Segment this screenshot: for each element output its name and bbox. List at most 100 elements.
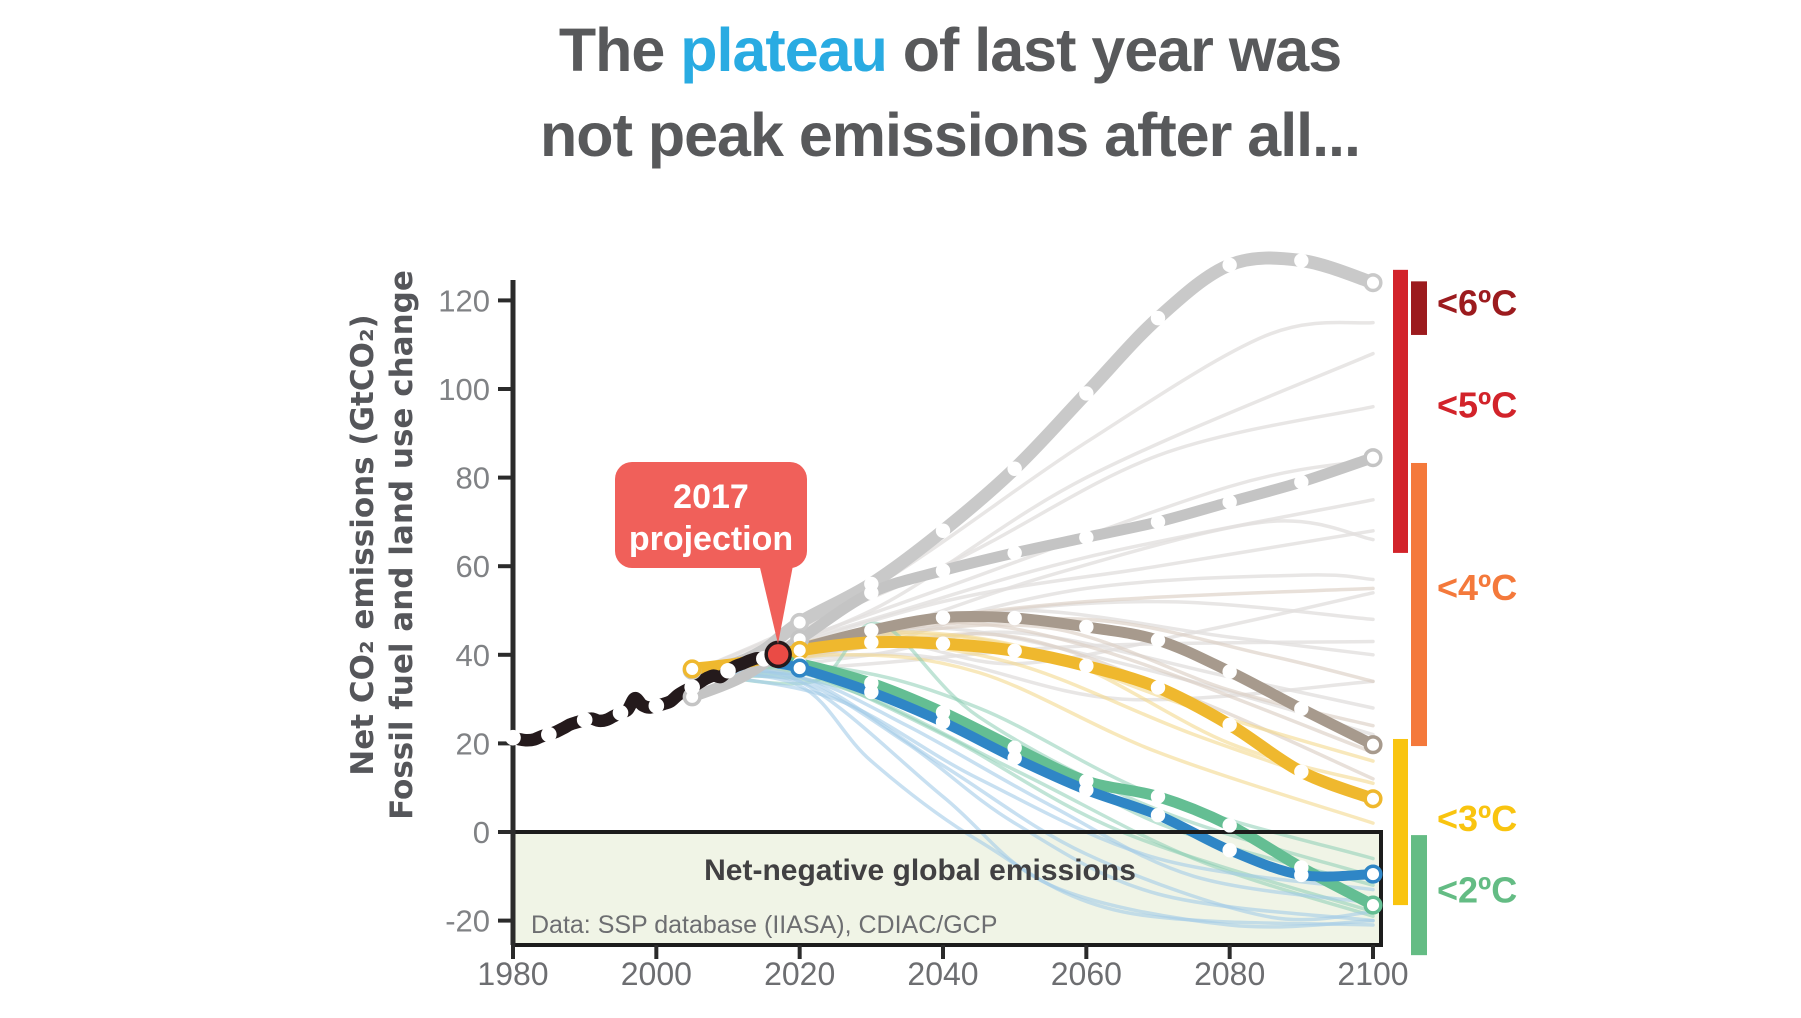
x-tick-label: 2040	[907, 956, 978, 992]
scenario-yellow-open-marker	[790, 640, 810, 660]
scenario-gray-mid-marker	[1079, 530, 1094, 545]
scenario-yellow-open-marker	[682, 659, 702, 679]
scenario-yellow-open-marker	[1363, 789, 1383, 809]
scenario-blue-line	[773, 658, 1378, 882]
y-tick-label: 40	[456, 638, 490, 673]
scenario-brown-marker	[1294, 701, 1309, 717]
scenario-gray-high-marker	[1079, 386, 1094, 401]
y-tick-label: 20	[456, 726, 490, 761]
x-tick-label: 2100	[1337, 956, 1408, 992]
scenario-gray-mid-marker	[1007, 545, 1022, 561]
temp-band-label-2c: <2ºC	[1437, 870, 1517, 911]
temp-band-label-5c: <5ºC	[1437, 385, 1517, 426]
scenario-green-marker	[1222, 818, 1237, 833]
title-line-1: The plateau of last year was	[100, 8, 1800, 93]
historical-line	[506, 648, 785, 747]
scenario-gray-mid-marker	[1294, 474, 1309, 490]
scenario-blue-marker	[1007, 750, 1022, 766]
scenario-gray-mid-marker	[1150, 514, 1166, 530]
callout-line2: projection	[629, 520, 793, 558]
history-marker	[541, 726, 557, 743]
ensemble-line-blue	[690, 667, 1375, 929]
callout-tail	[757, 555, 795, 644]
scenario-gray-mid-marker	[1222, 494, 1237, 510]
scenario-green-line	[772, 655, 1379, 911]
scenario-gray-high-open-marker	[1363, 273, 1383, 293]
y-tick-label: 80	[456, 461, 490, 496]
history-marker	[612, 705, 629, 721]
y-axis-label-line2: Fossil fuel and land use change	[384, 270, 420, 820]
axis-tick-labels: 120 100 80 60 40 20 0 -20 1980 2000 2020 2040 2060 20…	[438, 283, 1408, 992]
temp-band-bar-5c	[1393, 269, 1408, 553]
temp-band-label-4c: <4ºC	[1437, 567, 1517, 608]
scenario-gray-mid-open-marker	[1363, 448, 1383, 468]
history-marker	[505, 729, 521, 746]
x-tick-label: 1980	[477, 956, 548, 992]
scenario-yellow-marker	[1222, 717, 1237, 732]
scenario-gray-high-open-marker	[790, 612, 810, 633]
history-markers	[505, 640, 792, 746]
scenario-blue-open-marker	[1363, 864, 1383, 884]
temp-band-bar-6c	[1411, 281, 1427, 335]
scenario-yellow-marker	[1294, 764, 1309, 779]
scenario-blue-marker	[935, 714, 951, 730]
scenario-yellow-marker	[864, 635, 879, 650]
scenario-blue-marker	[1150, 807, 1166, 823]
x-tick-label: 2020	[764, 956, 835, 992]
scenario-markers	[682, 253, 1383, 915]
scenario-green-open-marker	[1363, 895, 1383, 915]
scenario-blue-marker	[1294, 867, 1309, 883]
scenario-brown-marker	[1007, 610, 1022, 626]
x-tick-label: 2060	[1051, 956, 1122, 992]
page-title: The plateau of last year was not peak em…	[100, 8, 1800, 178]
title-highlight: plateau	[680, 16, 888, 84]
historical-emissions-line	[506, 648, 785, 747]
y-tick-label: 120	[438, 283, 490, 318]
scenario-gray-mid-marker	[935, 563, 951, 578]
title-line-2: not peak emissions after all...	[540, 101, 1361, 169]
temperature-band-legend: <6ºC <5ºC <4ºC <3ºC <2ºC	[1393, 269, 1517, 956]
history-marker	[648, 697, 665, 714]
scenario-green-marker	[1007, 740, 1022, 756]
callout-bubble	[615, 462, 807, 568]
net-negative-label: Net-negative global emissions	[704, 854, 1136, 887]
history-marker	[720, 662, 736, 679]
temp-band-label-6c: <6ºC	[1437, 283, 1517, 324]
scenario-yellow-marker	[1079, 658, 1094, 674]
y-tick-label: 100	[438, 372, 490, 407]
scenario-green-marker	[1150, 789, 1166, 804]
temp-band-bar-3c	[1393, 738, 1408, 906]
temp-band-bar-2c	[1411, 835, 1427, 956]
data-source-label: Data: SSP database (IIASA), CDIAC/GCP	[531, 911, 997, 939]
scenario-gray-high-marker	[1007, 461, 1022, 476]
x-tick-label: 2000	[621, 956, 692, 992]
scenario-gray-mid-marker	[864, 585, 879, 600]
callout-2017-projection: 2017 projection	[615, 462, 807, 644]
y-axis-label-line1: Net CO₂ emissions (GtCO₂)	[345, 314, 381, 775]
scenario-brown-marker	[864, 623, 879, 638]
scenario-brown-marker	[935, 610, 951, 625]
scenario-brown-open-marker	[1363, 735, 1383, 755]
scenario-blue-marker	[1079, 782, 1094, 798]
scenario-brown-marker	[1079, 619, 1094, 635]
scenario-blue-marker	[864, 684, 879, 700]
temp-band-label-3c: <3ºC	[1437, 798, 1517, 839]
callout-line1: 2017	[673, 478, 749, 516]
y-tick-label: 0	[473, 815, 490, 850]
ensemble-line-blue	[690, 670, 1375, 892]
title-part1: The	[558, 16, 681, 84]
scenario-gray-high-marker	[1222, 257, 1237, 273]
scenario-yellow-marker	[1150, 680, 1166, 695]
x-tick-label: 2080	[1194, 956, 1265, 992]
scenario-brown-line	[772, 610, 1379, 751]
y-tick-label: 60	[456, 549, 490, 584]
history-marker	[576, 712, 593, 728]
scenario-brown-marker	[1222, 664, 1237, 679]
history-marker	[684, 679, 700, 695]
y-tick-label: -20	[445, 904, 490, 939]
scenario-gray-high-marker	[1294, 253, 1309, 268]
scenario-yellow-marker	[935, 636, 951, 651]
scenario-blue-marker	[1222, 842, 1237, 858]
projection-2017-marker	[764, 640, 792, 669]
